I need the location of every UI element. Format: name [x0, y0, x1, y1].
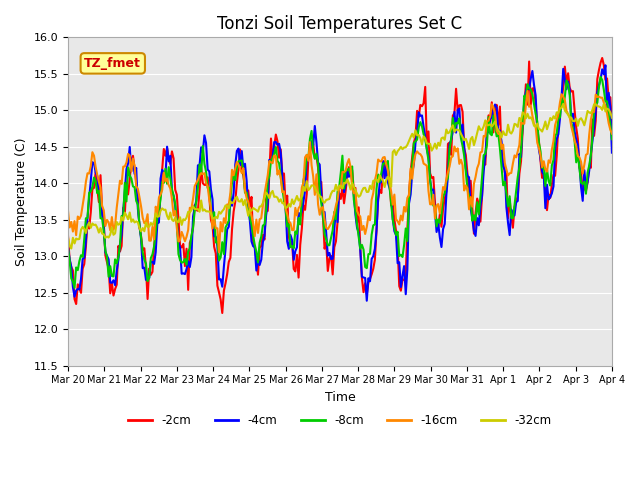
-4cm: [608, 150, 616, 156]
-32cm: [608, 115, 616, 120]
Text: TZ_fmet: TZ_fmet: [84, 57, 141, 70]
Y-axis label: Soil Temperature (C): Soil Temperature (C): [15, 137, 28, 266]
-4cm: [70, 294, 78, 300]
-2cm: [517, 158, 525, 164]
-8cm: [608, 136, 616, 142]
-2cm: [371, 257, 379, 263]
-8cm: [186, 246, 194, 252]
Line: -2cm: -2cm: [68, 58, 612, 313]
-2cm: [184, 287, 192, 293]
-16cm: [64, 208, 72, 214]
-4cm: [227, 193, 234, 199]
-16cm: [608, 131, 616, 136]
-2cm: [511, 204, 518, 210]
-8cm: [371, 221, 379, 227]
-16cm: [70, 218, 78, 224]
-8cm: [511, 203, 518, 208]
-8cm: [72, 264, 80, 270]
Legend: -2cm, -4cm, -8cm, -16cm, -32cm: -2cm, -4cm, -8cm, -16cm, -32cm: [124, 409, 556, 432]
-2cm: [598, 55, 606, 61]
-32cm: [511, 121, 518, 127]
-4cm: [511, 213, 518, 218]
-32cm: [371, 178, 379, 183]
-32cm: [228, 200, 236, 206]
-16cm: [184, 227, 192, 233]
Line: -32cm: -32cm: [68, 104, 612, 249]
-8cm: [596, 74, 604, 80]
-32cm: [72, 236, 80, 241]
-4cm: [363, 298, 371, 304]
-8cm: [70, 285, 78, 291]
-16cm: [517, 120, 525, 125]
-16cm: [511, 153, 518, 158]
Line: -8cm: -8cm: [68, 77, 612, 288]
-4cm: [184, 258, 192, 264]
-8cm: [517, 146, 525, 152]
-16cm: [371, 178, 379, 183]
-2cm: [608, 123, 616, 129]
-32cm: [186, 210, 194, 216]
-2cm: [218, 310, 226, 316]
-16cm: [228, 167, 236, 173]
Line: -16cm: -16cm: [68, 91, 612, 252]
-4cm: [64, 245, 72, 251]
-32cm: [517, 118, 525, 124]
-8cm: [64, 246, 72, 252]
-2cm: [70, 296, 78, 302]
-32cm: [64, 235, 72, 240]
-16cm: [524, 88, 531, 94]
-32cm: [559, 101, 567, 107]
-2cm: [228, 227, 236, 232]
-16cm: [215, 250, 223, 255]
-2cm: [64, 233, 72, 239]
-8cm: [228, 180, 236, 186]
-4cm: [517, 154, 525, 160]
Title: Tonzi Soil Temperatures Set C: Tonzi Soil Temperatures Set C: [218, 15, 463, 33]
Line: -4cm: -4cm: [68, 65, 612, 301]
-4cm: [602, 62, 609, 68]
-4cm: [371, 246, 379, 252]
-32cm: [67, 246, 75, 252]
X-axis label: Time: Time: [324, 391, 355, 404]
